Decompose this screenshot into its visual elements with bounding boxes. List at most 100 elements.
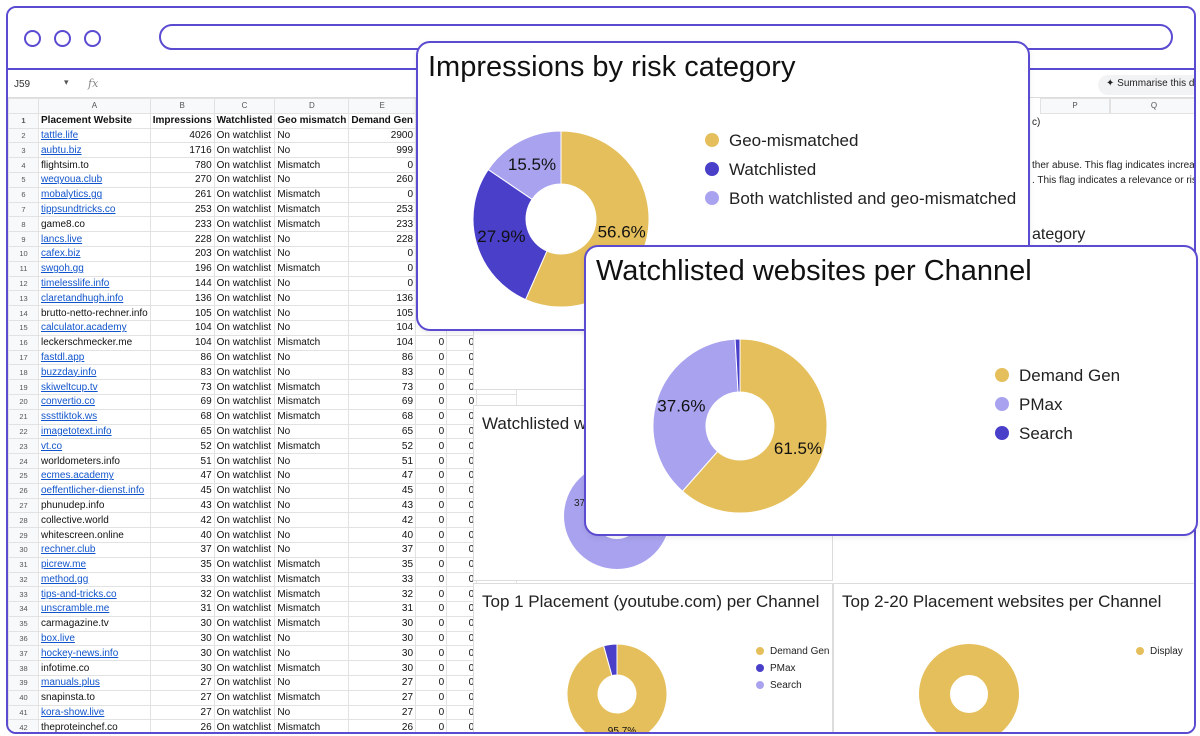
table-row[interactable]: 13 claretandhugh.info 136 On watchlist No 136 xyxy=(8,290,518,307)
table-cell[interactable]: 30 xyxy=(348,645,417,662)
legend-item[interactable]: Demand Gen xyxy=(995,366,1120,395)
table-cell[interactable]: 73 xyxy=(348,379,417,395)
column-header-e[interactable]: E xyxy=(348,98,417,114)
table-cell[interactable]: 73 xyxy=(149,379,215,395)
table-cell[interactable]: 0 xyxy=(415,453,448,469)
table-cell[interactable]: No xyxy=(274,364,350,381)
row-number[interactable]: 11 xyxy=(8,260,39,277)
row-number[interactable]: 22 xyxy=(8,423,39,440)
table-cell[interactable]: 30 xyxy=(149,615,215,632)
name-box[interactable]: J59 xyxy=(14,79,31,90)
table-cell[interactable]: On watchlist xyxy=(213,675,276,691)
table-cell[interactable]: On watchlist xyxy=(213,660,276,677)
table-cell[interactable]: On watchlist xyxy=(213,453,276,469)
table-cell[interactable]: calculator.academy xyxy=(38,319,151,336)
table-cell[interactable]: Mismatch xyxy=(274,216,350,233)
table-cell[interactable]: No xyxy=(274,231,350,247)
table-cell[interactable]: On watchlist xyxy=(213,216,276,233)
table-row[interactable]: 19 skiweltcup.tv 73 On watchlist Mismatch 73 0… xyxy=(8,379,518,395)
row-number[interactable]: 5 xyxy=(8,171,39,188)
table-cell[interactable]: Mismatch xyxy=(274,586,350,603)
table-cell[interactable]: 4026 xyxy=(149,127,215,144)
table-cell[interactable]: On watchlist xyxy=(213,171,276,188)
row-number[interactable]: 25 xyxy=(8,467,39,484)
table-cell[interactable]: snapinsta.to xyxy=(38,689,151,706)
table-cell[interactable]: brutto-netto-rechner.info xyxy=(38,305,151,321)
table-cell[interactable]: flightsim.to xyxy=(38,157,151,173)
table-row[interactable]: 22 imagetotext.info 65 On watchlist No 65 0 0 xyxy=(8,423,518,440)
table-row[interactable]: 18 buzzday.info 83 On watchlist No 83 0 0 xyxy=(8,364,518,381)
table-cell[interactable]: 203 xyxy=(149,245,215,262)
table-cell[interactable]: infotime.co xyxy=(38,660,151,677)
table-cell[interactable]: Mismatch xyxy=(274,660,350,677)
table-row[interactable]: 41 kora-show.live 27 On watchlist No 27 0 0 xyxy=(8,704,518,721)
table-cell[interactable]: 136 xyxy=(348,290,417,307)
table-cell[interactable]: 0 xyxy=(415,675,448,691)
table-cell[interactable]: No xyxy=(274,704,350,721)
table-cell[interactable]: 105 xyxy=(348,305,417,321)
table-cell[interactable]: 0 xyxy=(415,630,448,647)
column-header-b[interactable]: B xyxy=(149,98,215,114)
table-cell[interactable]: On watchlist xyxy=(213,423,276,440)
legend-item[interactable]: PMax xyxy=(995,395,1120,424)
table-row[interactable]: 26 oeffentlicher-dienst.info 45 On watchlis… xyxy=(8,482,518,499)
table-cell[interactable]: No xyxy=(274,423,350,440)
table-cell[interactable]: Mismatch xyxy=(274,571,350,588)
table-cell[interactable]: 0 xyxy=(415,660,448,677)
row-number[interactable]: 26 xyxy=(8,482,39,499)
table-cell[interactable]: 0 xyxy=(415,482,448,499)
table-cell[interactable]: worldometers.info xyxy=(38,453,151,469)
table-cell[interactable]: tattle.life xyxy=(38,127,151,144)
table-cell[interactable]: On watchlist xyxy=(213,615,276,632)
table-cell[interactable]: 0 xyxy=(415,571,448,588)
table-cell[interactable]: Mismatch xyxy=(274,186,350,203)
legend-item[interactable]: PMax xyxy=(756,663,829,680)
table-cell[interactable]: No xyxy=(274,482,350,499)
row-number[interactable]: 17 xyxy=(8,349,39,366)
table-cell[interactable]: On watchlist xyxy=(213,527,276,543)
table-cell[interactable]: aubtu.biz xyxy=(38,142,151,159)
table-cell[interactable]: 69 xyxy=(348,393,417,410)
table-cell[interactable]: 27 xyxy=(149,689,215,706)
table-cell[interactable]: 0 xyxy=(348,186,417,203)
table-cell[interactable]: No xyxy=(274,467,350,484)
table-cell[interactable]: On watchlist xyxy=(213,497,276,514)
table-cell[interactable]: whitescreen.online xyxy=(38,527,151,543)
table-cell[interactable]: 27 xyxy=(149,704,215,721)
table-cell[interactable]: On watchlist xyxy=(213,467,276,484)
table-cell[interactable]: 35 xyxy=(149,556,215,573)
table-cell[interactable]: 30 xyxy=(149,660,215,677)
close-window-dot[interactable] xyxy=(24,30,41,47)
table-cell[interactable]: No xyxy=(274,675,350,691)
table-cell[interactable]: 0 xyxy=(415,601,448,617)
pie-slice[interactable] xyxy=(919,644,1019,732)
table-cell[interactable]: 40 xyxy=(348,527,417,543)
chevron-down-icon[interactable]: ▾ xyxy=(64,77,69,87)
table-cell[interactable]: 233 xyxy=(149,216,215,233)
column-header-cell[interactable]: Demand Gen xyxy=(348,112,417,129)
table-cell[interactable]: timelesslife.info xyxy=(38,275,151,292)
table-cell[interactable]: 43 xyxy=(348,497,417,514)
table-cell[interactable]: No xyxy=(274,142,350,159)
table-cell[interactable]: 136 xyxy=(149,290,215,307)
table-cell[interactable]: 69 xyxy=(149,393,215,410)
column-header-p[interactable]: P xyxy=(1040,98,1110,114)
table-cell[interactable]: 30 xyxy=(149,630,215,647)
table-cell[interactable]: On watchlist xyxy=(213,704,276,721)
table-row[interactable]: 25 ecmes.academy 47 On watchlist No 47 0 0 xyxy=(8,467,518,484)
table-row[interactable]: 28 collective.world 42 On watchlist No 42 0 0 xyxy=(8,512,518,529)
table-cell[interactable]: On watchlist xyxy=(213,157,276,173)
table-cell[interactable]: buzzday.info xyxy=(38,364,151,381)
table-cell[interactable]: unscramble.me xyxy=(38,601,151,617)
row-number[interactable]: 37 xyxy=(8,645,39,662)
table-cell[interactable]: On watchlist xyxy=(213,482,276,499)
legend-item[interactable]: Search xyxy=(995,424,1120,453)
table-cell[interactable]: cafex.biz xyxy=(38,245,151,262)
table-cell[interactable]: 51 xyxy=(149,453,215,469)
table-cell[interactable]: sssttiktok.ws xyxy=(38,408,151,425)
table-cell[interactable]: No xyxy=(274,541,350,558)
row-number[interactable]: 38 xyxy=(8,660,39,677)
table-cell[interactable]: On watchlist xyxy=(213,142,276,159)
table-cell[interactable]: Mismatch xyxy=(274,157,350,173)
row-number[interactable]: 12 xyxy=(8,275,39,292)
